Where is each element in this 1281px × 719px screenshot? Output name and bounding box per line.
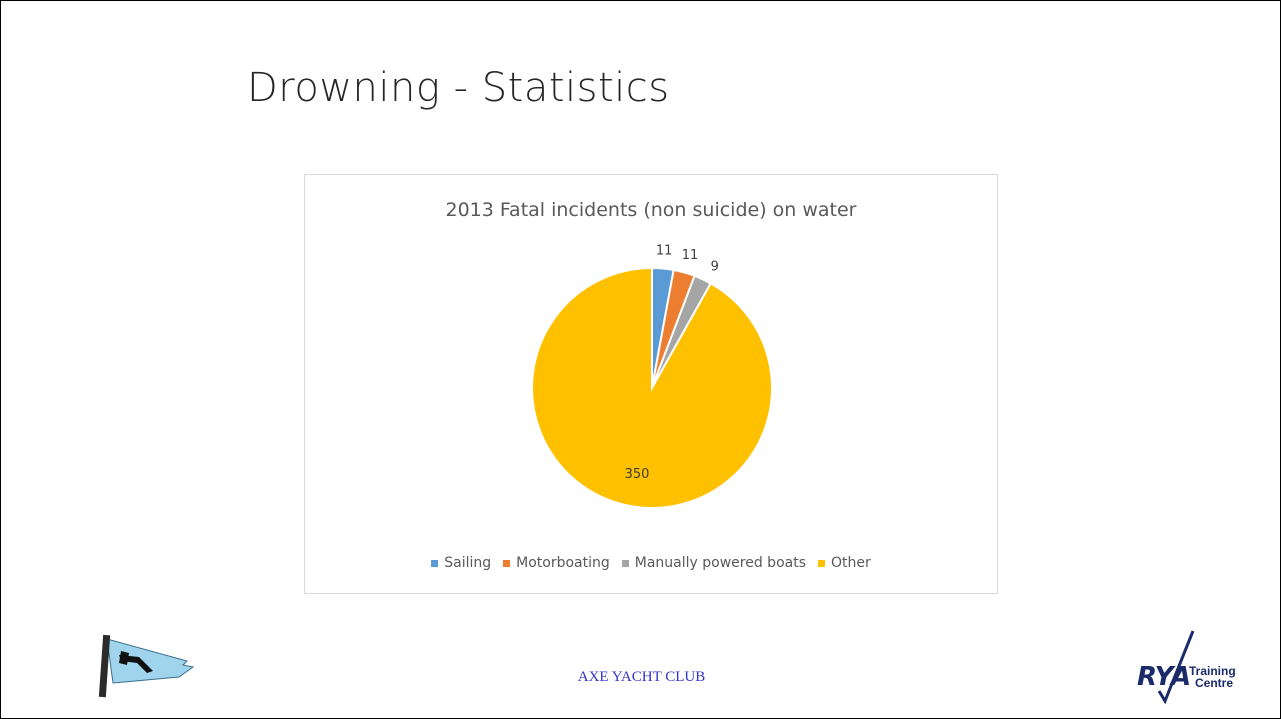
data-label-sailing: 11 xyxy=(656,244,673,259)
legend-item-motorboating: Motorboating xyxy=(503,555,610,571)
club-burgee-icon xyxy=(98,634,195,698)
legend-item-manually-powered-boats: Manually powered boats xyxy=(621,555,806,571)
legend-item-other: Other xyxy=(818,555,871,571)
rya-training-text: Training xyxy=(1189,664,1236,678)
data-label-other: 350 xyxy=(625,467,650,482)
legend-label: Motorboating xyxy=(516,555,610,571)
legend-label: Sailing xyxy=(444,555,492,571)
chart-legend: Sailing Motorboating Manually powered boat… xyxy=(305,555,997,571)
pie-slice-other xyxy=(531,266,773,509)
legend-label: Other xyxy=(831,555,871,571)
legend-swatch xyxy=(818,559,825,567)
chart-area: 2013 Fatal incidents (non suicide) on wa… xyxy=(304,174,998,594)
data-label-motorboating: 11 xyxy=(682,248,699,263)
data-label-manually-powered-boats: 9 xyxy=(711,260,719,275)
slide-title: Drowning - Statistics xyxy=(247,65,670,111)
rya-centre-text: Centre xyxy=(1195,676,1233,690)
rya-text: RYA xyxy=(1137,662,1191,692)
legend-swatch xyxy=(503,559,511,567)
legend-swatch xyxy=(621,559,629,567)
legend-swatch xyxy=(431,559,439,567)
legend-item-sailing: Sailing xyxy=(431,555,491,571)
rya-training-centre-logo: RYA Training Centre xyxy=(1137,630,1236,705)
chart-title: 2013 Fatal incidents (non suicide) on wa… xyxy=(445,199,857,221)
footer-club-name: AXE YACHT CLUB xyxy=(577,669,706,685)
legend-label: Manually powered boats xyxy=(634,555,806,571)
pie-chart: 11 11 9 350 xyxy=(531,244,773,509)
